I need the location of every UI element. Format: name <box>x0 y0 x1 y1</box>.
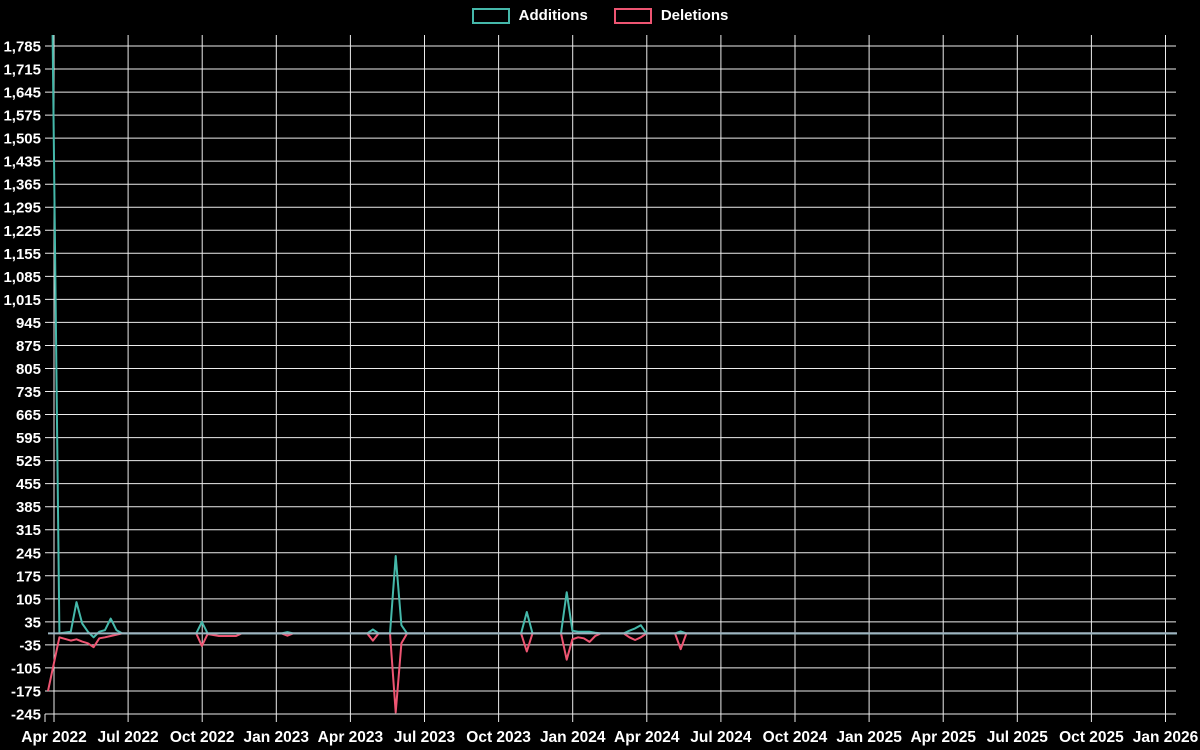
h-gridlines <box>45 45 1176 715</box>
y-tick-label: 35 <box>24 614 41 631</box>
deletions-swatch-icon <box>613 7 652 24</box>
x-tick-label: Apr 2022 <box>21 729 86 746</box>
x-tick-label: Jan 2023 <box>244 729 310 746</box>
y-tick-label: 525 <box>16 453 41 470</box>
y-tick-label: -105 <box>11 660 41 677</box>
legend-item-additions[interactable]: Additions <box>471 7 588 24</box>
x-tick-label: Jul 2023 <box>394 729 456 746</box>
x-tick-label: Jan 2024 <box>540 729 606 746</box>
y-tick-label: 595 <box>16 430 41 447</box>
y-tick-label: 1,015 <box>3 292 41 309</box>
x-tick-label: Jan 2026 <box>1133 729 1199 746</box>
x-tick-label: Jul 2024 <box>690 729 752 746</box>
legend-item-deletions[interactable]: Deletions <box>613 7 729 24</box>
x-tick-label: Apr 2024 <box>614 729 680 746</box>
y-tick-label: 1,295 <box>3 200 41 217</box>
x-axis-labels: Apr 2022 Jul 2022 Oct 2022 Jan 2023 Apr 2023… <box>21 729 1198 746</box>
y-tick-label: 315 <box>16 522 41 539</box>
v-gridlines <box>44 35 1166 722</box>
x-tick-label: Jul 2022 <box>98 729 159 746</box>
additions-line <box>51 35 1177 639</box>
y-tick-label: 245 <box>16 545 41 562</box>
y-tick-label: 385 <box>16 499 41 516</box>
x-tick-label: Apr 2025 <box>910 729 976 746</box>
y-tick-label: 1,785 <box>3 39 41 56</box>
y-tick-label: -245 <box>11 707 41 724</box>
legend-label-deletions: Deletions <box>660 7 729 24</box>
y-tick-label: 1,085 <box>3 269 41 286</box>
y-tick-label: 1,505 <box>3 131 41 148</box>
x-tick-label: Oct 2024 <box>763 729 828 746</box>
y-tick-label: 945 <box>16 315 41 332</box>
legend-label-additions: Additions <box>518 7 588 24</box>
y-tick-label: 665 <box>16 407 41 424</box>
y-tick-label: 455 <box>16 476 41 493</box>
y-tick-label: 735 <box>16 384 41 401</box>
x-tick-label: Oct 2025 <box>1059 729 1124 746</box>
y-tick-label: -35 <box>19 637 41 654</box>
x-tick-label: Oct 2023 <box>466 729 531 746</box>
y-tick-label: 875 <box>16 338 41 355</box>
x-tick-label: Jan 2025 <box>836 729 902 746</box>
y-axis-labels: 1,785 1,715 1,645 1,575 1,505 1,435 1,365 1,295… <box>3 39 41 724</box>
y-tick-label: 1,155 <box>3 246 41 263</box>
y-tick-label: 1,225 <box>3 223 41 240</box>
x-tick-label: Jul 2025 <box>987 729 1049 746</box>
y-tick-label: 1,575 <box>3 108 41 125</box>
y-tick-label: -175 <box>11 683 41 700</box>
y-tick-label: 1,435 <box>3 154 41 171</box>
y-tick-label: 1,365 <box>3 177 41 194</box>
y-tick-label: 105 <box>16 591 41 608</box>
y-tick-label: 175 <box>16 568 41 585</box>
series-group <box>47 35 1177 714</box>
y-tick-label: 1,715 <box>3 62 41 79</box>
x-tick-label: Apr 2023 <box>318 729 384 746</box>
chart-legend: Additions Deletions <box>0 7 1200 24</box>
y-tick-label: 805 <box>16 361 41 378</box>
x-tick-label: Oct 2022 <box>170 729 235 746</box>
additions-swatch-icon <box>471 7 510 24</box>
y-tick-label: 1,645 <box>3 85 41 102</box>
